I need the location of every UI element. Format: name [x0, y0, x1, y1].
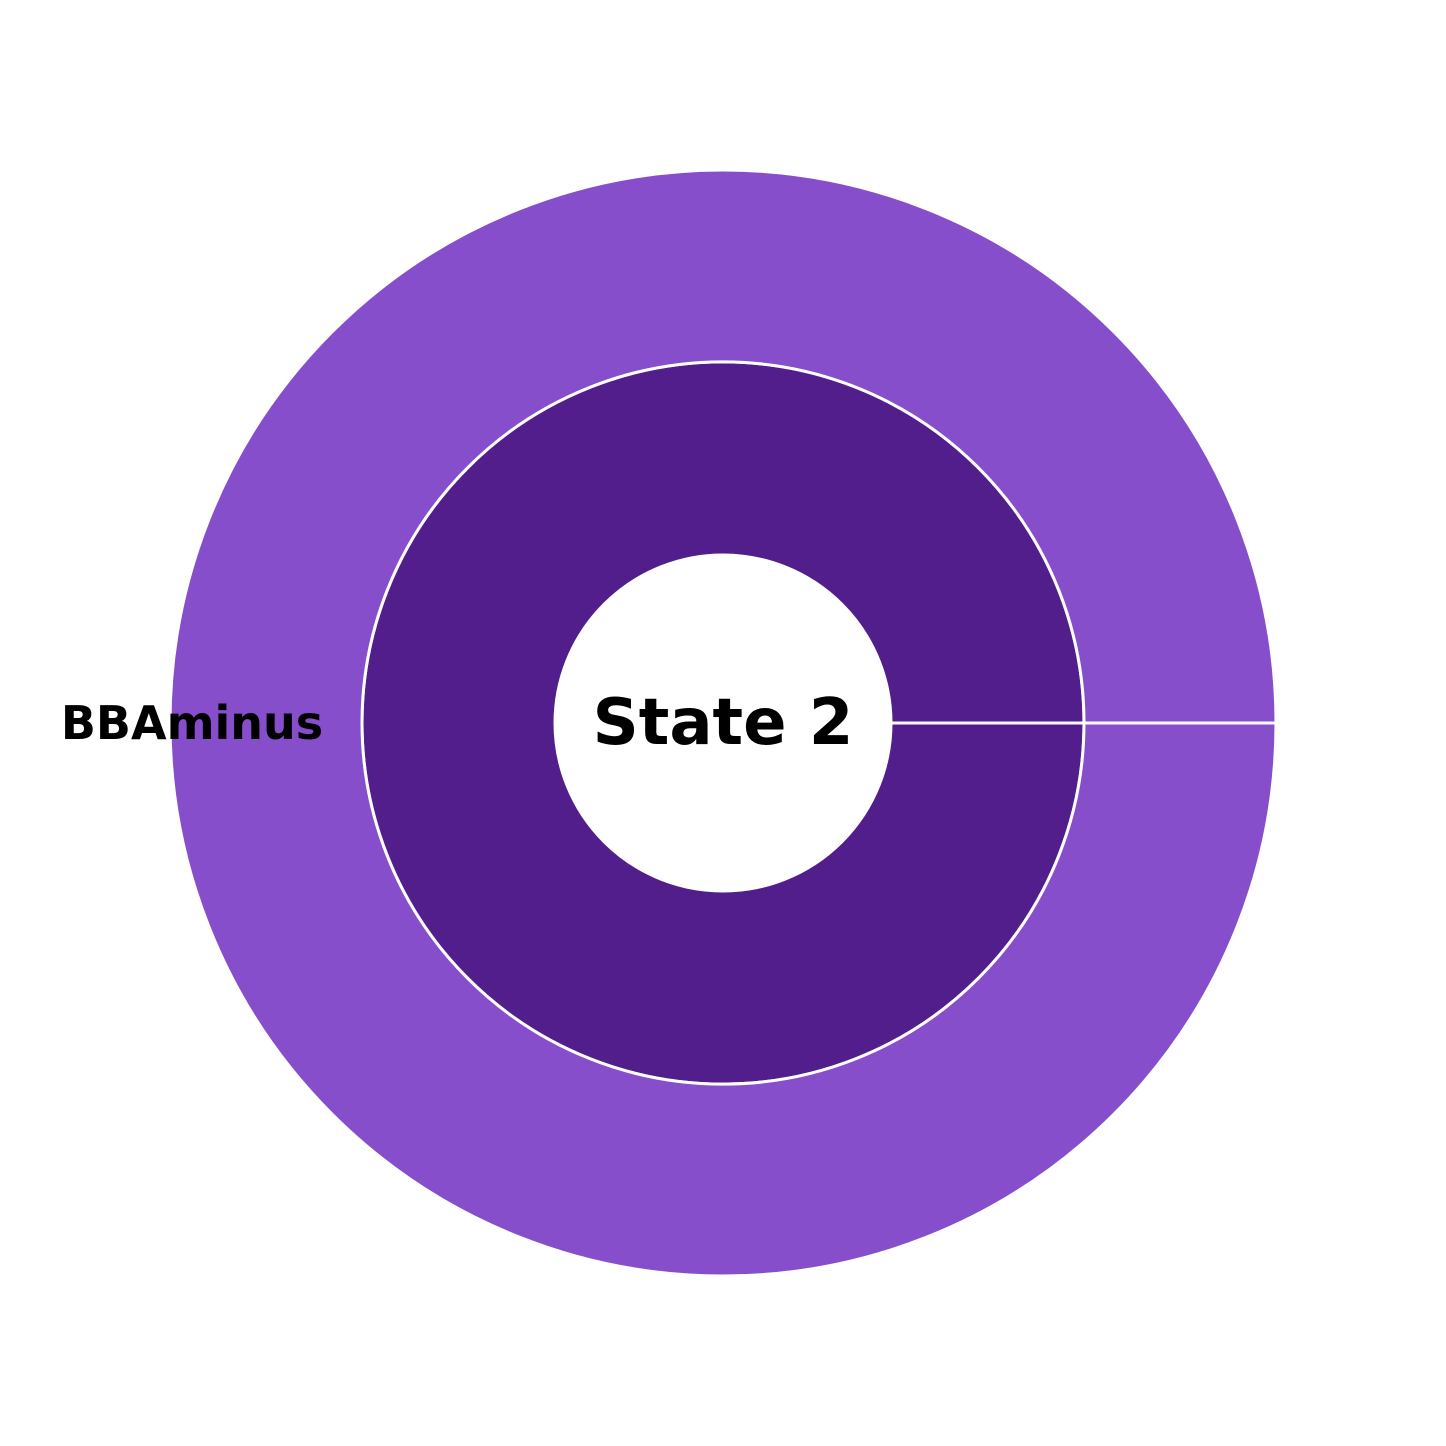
center-label: State 2	[593, 686, 854, 760]
outer-ring-label: BBAminus	[61, 696, 323, 750]
outer-ring-slice-0	[168, 168, 1278, 1278]
chart-slices	[168, 168, 1278, 1278]
